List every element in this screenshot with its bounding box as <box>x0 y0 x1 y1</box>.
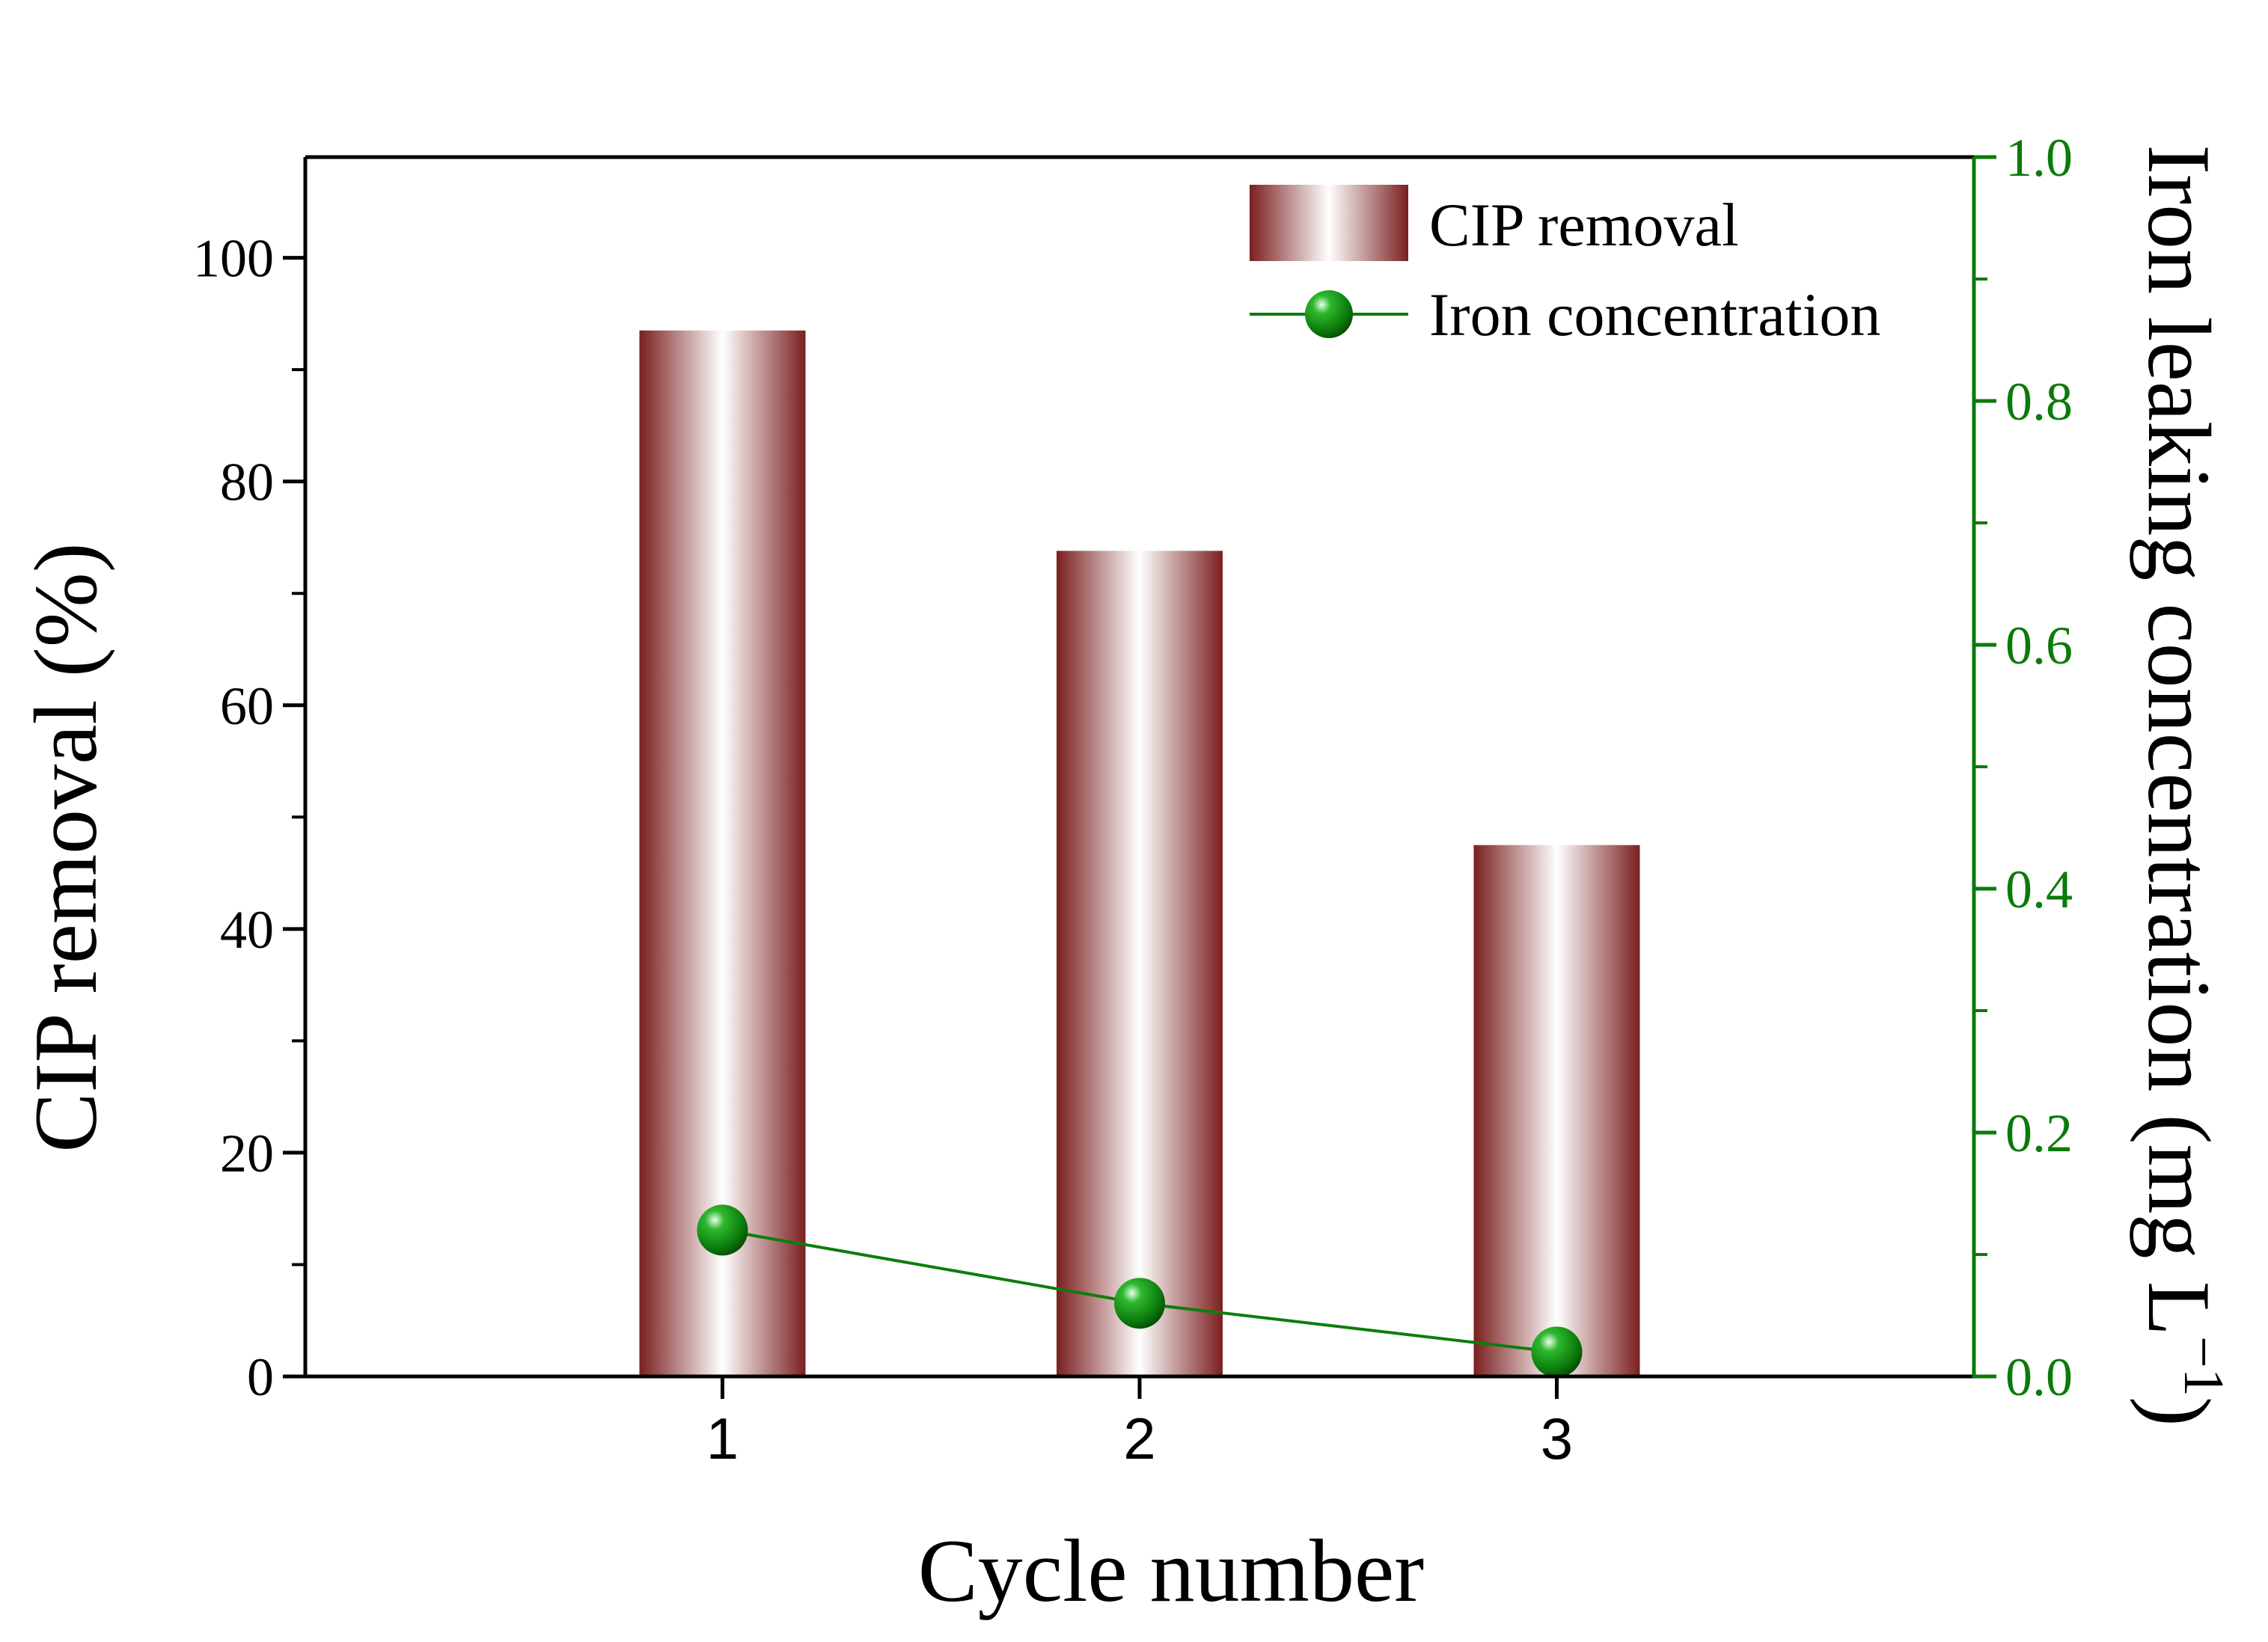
legend-label-iron: Iron concentration <box>1429 281 1880 349</box>
y-tick-label: 60 <box>220 676 274 736</box>
iron-point-cycle-3 <box>1531 1326 1583 1378</box>
y2-tick-label: 0.2 <box>2005 1103 2073 1163</box>
y-tick-label: 80 <box>220 453 274 512</box>
y2-axis-title: Iron leaking concentration (mg L−1) <box>2130 144 2235 1427</box>
legend-marker <box>1305 290 1353 338</box>
y-tick-label: 0 <box>247 1347 274 1407</box>
bars <box>639 330 1640 1377</box>
x-tick-label: 3 <box>1541 1406 1573 1471</box>
y-tick-label: 40 <box>220 900 274 960</box>
y2-tick-label: 0.0 <box>2005 1347 2073 1407</box>
bar-cycle-3 <box>1473 845 1640 1376</box>
y-tick-label: 20 <box>220 1124 274 1183</box>
x-axis-title: Cycle number <box>918 1521 1424 1620</box>
legend-label-cip: CIP removal <box>1429 191 1739 259</box>
iron-point-cycle-2 <box>1114 1278 1165 1329</box>
legend-bar-swatch <box>1250 185 1408 261</box>
y2-tick-label: 0.4 <box>2005 860 2073 919</box>
x-tick-label: 2 <box>1123 1406 1155 1471</box>
ticks: 0 20 40 60 80 100 1 2 3 0.0 0.2 0.4 0.6 0.8 1.0 <box>193 128 2073 1471</box>
y2-tick-label: 1.0 <box>2005 128 2073 188</box>
y-tick-label: 100 <box>193 229 274 289</box>
y2-tick-label: 0.6 <box>2005 616 2073 676</box>
x-tick-label: 1 <box>706 1406 739 1471</box>
y2-tick-label: 0.8 <box>2005 372 2073 432</box>
bar-cycle-1 <box>639 330 806 1376</box>
legend: CIP removal Iron concentration <box>1250 185 1880 349</box>
iron-point-cycle-1 <box>697 1204 748 1256</box>
y2-axis-title-close: ) <box>2130 1397 2229 1427</box>
bar-cycle-2 <box>1057 551 1223 1377</box>
y2-axis-title-superscript: −1 <box>2172 1336 2235 1397</box>
iron-line <box>697 1204 1583 1378</box>
y-axis-title: CIP removal (%) <box>16 542 115 1152</box>
